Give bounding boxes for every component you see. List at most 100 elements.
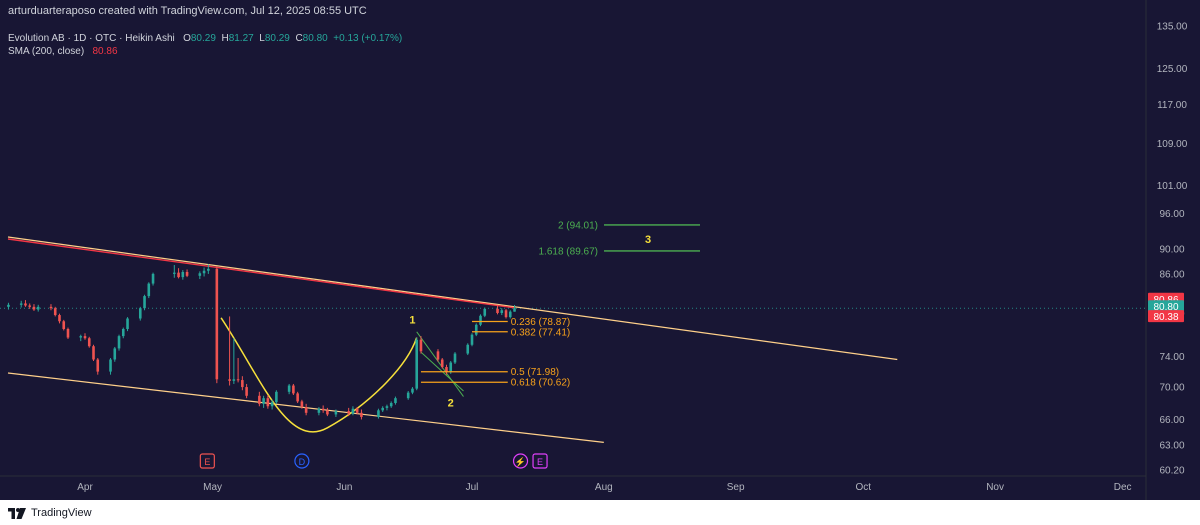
candle-body: [66, 328, 70, 338]
candle-body: [355, 408, 359, 413]
time-tick-label: May: [203, 482, 222, 493]
candles: [7, 264, 516, 420]
candle-body: [241, 380, 244, 388]
fib-level-label: 0.5 (71.98): [511, 367, 559, 378]
candle-body: [296, 393, 299, 402]
candle-body: [287, 385, 291, 392]
candle-body: [62, 321, 66, 329]
candle-body: [292, 385, 295, 394]
candle-body: [479, 315, 482, 325]
candle-body: [389, 403, 393, 407]
time-tick-label: Aug: [595, 482, 613, 493]
candle-body: [177, 272, 180, 278]
price-tick-label: 135.00: [1157, 22, 1188, 33]
footer-brand: TradingView: [31, 507, 92, 519]
price-tick-label: 109.00: [1157, 139, 1188, 150]
wave-label: 3: [645, 234, 651, 246]
fib-level-label: 0.236 (78.87): [511, 317, 571, 328]
candle-body: [326, 410, 329, 415]
candle-body: [83, 336, 87, 339]
legend-open-label: O: [183, 33, 191, 44]
candle-body: [138, 308, 142, 319]
candle-body: [381, 407, 384, 411]
candle-body: [436, 351, 440, 360]
wave-label: 1: [409, 314, 415, 326]
event-marker-label: E: [537, 457, 543, 467]
candle-body: [419, 339, 423, 352]
split-marker-ring: [512, 453, 529, 469]
legend-open-value: 80.29: [190, 33, 216, 44]
candle-body: [470, 334, 474, 345]
candle-body: [79, 336, 83, 338]
candle-body: [202, 270, 206, 274]
candle-body: [7, 304, 10, 307]
wave2-channel-upper: [416, 331, 464, 397]
candle-body: [275, 391, 278, 403]
price-tick-label: 70.00: [1159, 383, 1184, 394]
candle-body: [215, 268, 219, 380]
price-tick-label: 101.00: [1157, 181, 1188, 192]
candle-body: [49, 306, 53, 309]
tradingview-logo-icon: [8, 507, 26, 519]
candle-body: [126, 318, 129, 329]
time-tick-label: Apr: [77, 482, 93, 493]
candle-body: [321, 408, 325, 411]
price-badge-bg: [1148, 300, 1184, 313]
candle-body: [351, 408, 355, 414]
fib-extension-label: 1.618 (89.67): [539, 246, 599, 257]
time-axis: Apr May Jun Jul Aug Sep Oct Nov Dec: [0, 475, 1146, 493]
candle-body: [228, 379, 231, 381]
candle-body: [266, 398, 270, 407]
candle-body: [304, 407, 308, 413]
sma-label: SMA (200, close): [8, 46, 85, 57]
legend-close-value: 80.80: [302, 33, 328, 44]
time-tick-label: Sep: [727, 482, 745, 493]
candle-body: [508, 311, 512, 318]
price-badge-label: 80.38: [1153, 312, 1178, 323]
sma-200-line: [7, 238, 515, 309]
candle-body: [19, 303, 23, 305]
candle-body: [32, 306, 36, 310]
price-badge: 80.80: [1148, 300, 1184, 313]
price-tick-label: 96.00: [1159, 209, 1184, 220]
legend-change: +0.13 (+0.17%): [333, 33, 403, 44]
chart-frame[interactable]: [0, 0, 1200, 500]
candle-body: [300, 401, 304, 408]
candle-body: [92, 346, 95, 360]
candle-body: [113, 348, 117, 360]
candle-body: [445, 367, 448, 373]
candle-body: [245, 387, 248, 396]
price-tick-label: 74.00: [1159, 352, 1184, 363]
event-marker: E: [199, 453, 215, 469]
candle-body: [87, 338, 91, 347]
candle-body: [334, 411, 338, 415]
candle-body: [406, 392, 410, 399]
candle-body: [513, 308, 516, 312]
price-axis: 135.00 125.00 117.00 109.00 101.00 96.00 90.00…: [1145, 0, 1188, 500]
event-marker-label: ⚡: [515, 456, 526, 468]
candle-body: [58, 315, 61, 322]
price-tick-label: 86.00: [1159, 269, 1184, 280]
legend-close-label: C: [295, 33, 303, 44]
candle-body: [415, 339, 419, 389]
earnings-marker-box: [199, 453, 215, 469]
candle-body: [504, 310, 508, 318]
candle-body: [449, 362, 453, 373]
footer: TradingView: [8, 503, 92, 523]
time-tick-label: Nov: [986, 482, 1004, 493]
price-chart[interactable]: 0.236 (78.87)0.382 (77.41) 0.5 (71.98)0.6…: [0, 0, 1200, 500]
fib-level-label: 0.382 (77.41): [511, 327, 571, 338]
candle-body: [394, 398, 397, 404]
candle-body: [147, 283, 151, 297]
legend-low-value: 80.29: [264, 33, 290, 44]
candle-body: [36, 306, 40, 310]
candle-body: [483, 308, 487, 316]
sma-value: 80.86: [92, 46, 118, 57]
price-badge: 80.38: [1148, 310, 1184, 323]
event-marker: D: [294, 453, 310, 469]
price-tick-label: 125.00: [1157, 64, 1188, 75]
event-marker-label: E: [204, 457, 210, 467]
event-marker-label: D: [299, 457, 306, 467]
candle-body: [198, 273, 202, 276]
candle-body: [28, 305, 32, 307]
